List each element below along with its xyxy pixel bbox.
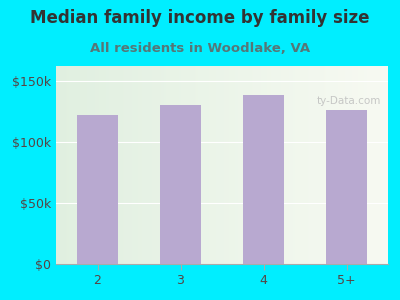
Bar: [160, 105, 201, 264]
Bar: [326, 110, 367, 264]
Text: ty-Data.com: ty-Data.com: [317, 96, 381, 106]
Bar: [77, 115, 118, 264]
Text: Median family income by family size: Median family income by family size: [30, 9, 370, 27]
Bar: [243, 95, 284, 264]
Text: All residents in Woodlake, VA: All residents in Woodlake, VA: [90, 42, 310, 55]
